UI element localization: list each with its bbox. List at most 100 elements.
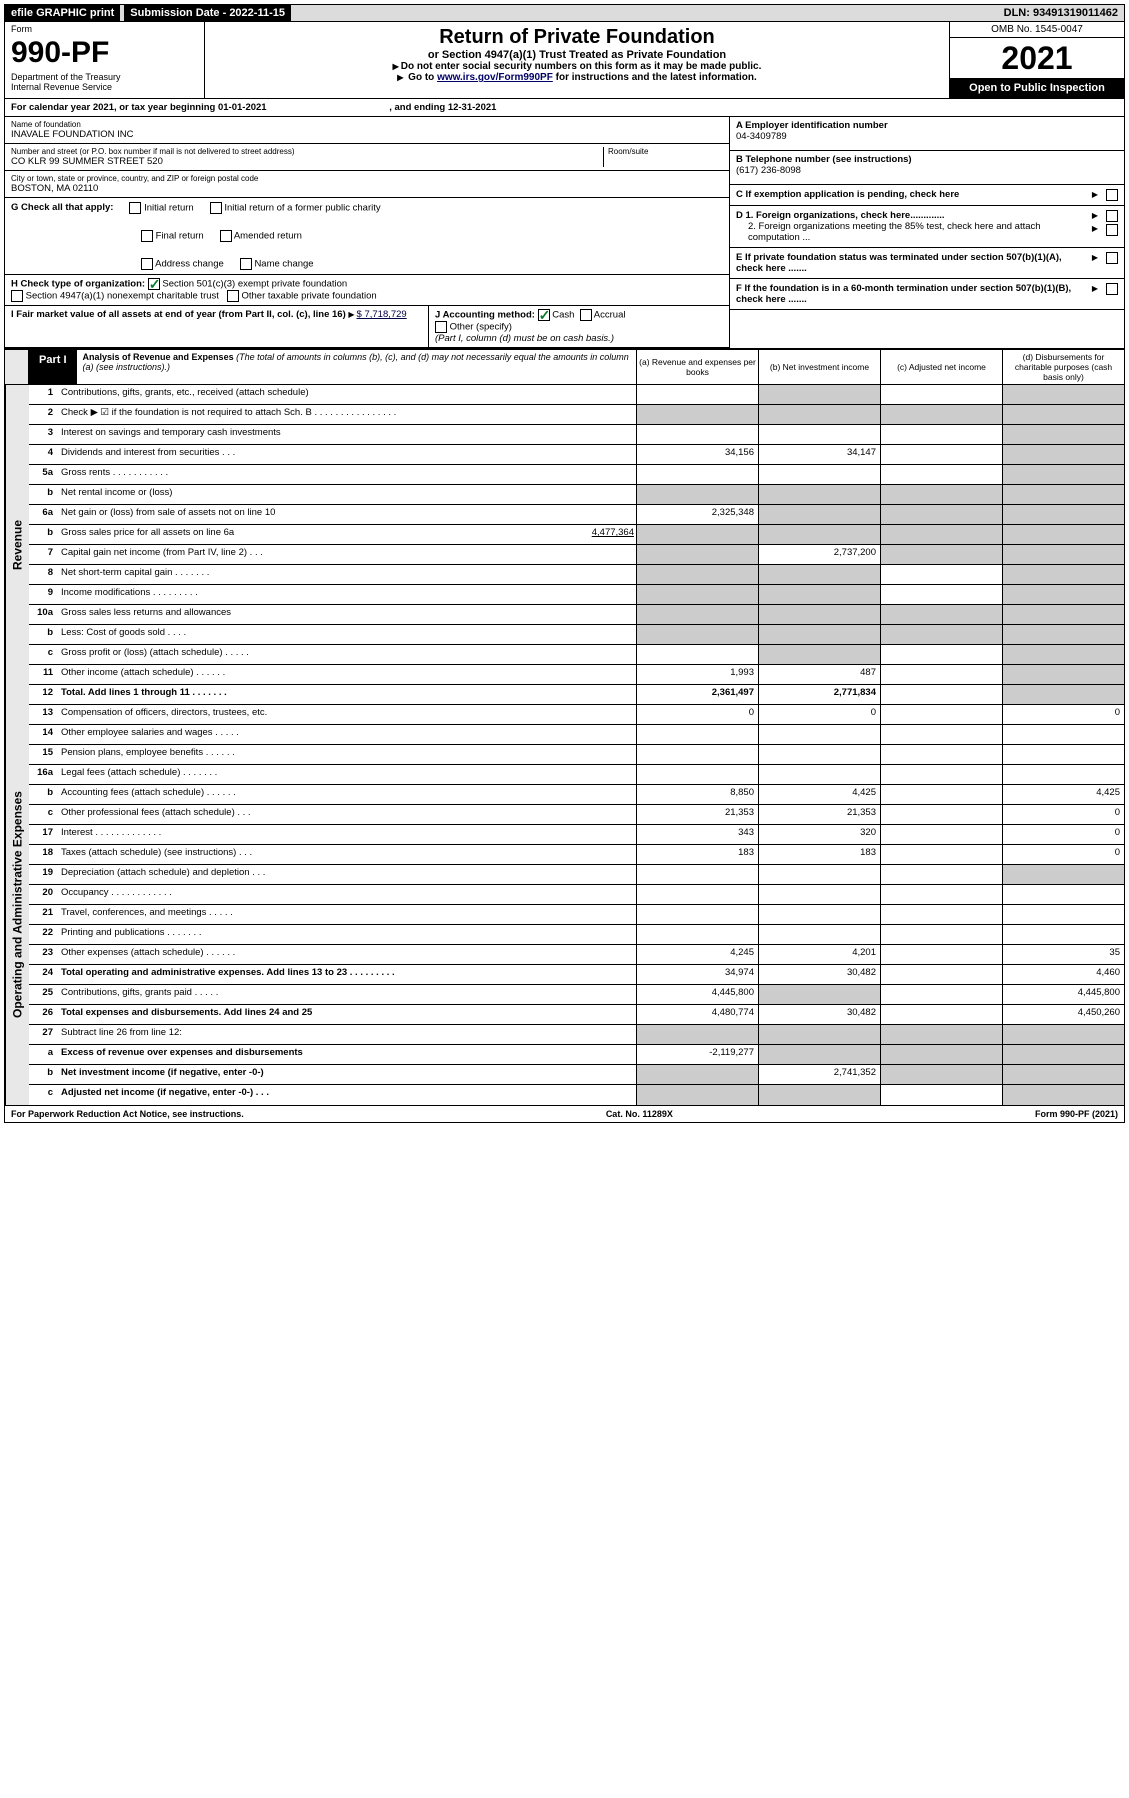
r24a: 34,974 [636,965,758,984]
chk-d2[interactable] [1106,224,1118,236]
chk-amended[interactable] [220,230,232,242]
r5b: Net rental income or (loss) [59,485,636,504]
g-opt2: Address change [155,259,224,270]
city-label: City or town, state or province, country… [11,174,723,183]
r12a: 2,361,497 [636,685,758,704]
r16cd: 0 [1002,805,1124,824]
r3: Interest on savings and temporary cash i… [59,425,636,444]
j-cash: Cash [552,310,574,321]
footer-left: For Paperwork Reduction Act Notice, see … [11,1109,244,1119]
chk-addr-change[interactable] [141,258,153,270]
header-mid: Return of Private Foundation or Section … [205,22,949,98]
r12: Total. Add lines 1 through 11 . . . . . … [59,685,636,704]
r25d: 4,445,800 [1002,985,1124,1004]
r12b: 2,771,834 [758,685,880,704]
footer: For Paperwork Reduction Act Notice, see … [4,1106,1125,1123]
ein-cell: A Employer identification number 04-3409… [730,117,1124,151]
chk-accrual[interactable] [580,309,592,321]
g-opt3: Initial return of a former public charit… [224,203,380,214]
c-label: C If exemption application is pending, c… [736,189,1086,201]
cal-end: 12-31-2021 [448,102,497,113]
fmv-link[interactable]: $ 7,718,729 [357,309,407,320]
j-accrual: Accrual [594,310,626,321]
revenue-section: Revenue 1Contributions, gifts, grants, e… [4,385,1125,705]
calendar-year: For calendar year 2021, or tax year begi… [4,99,1125,117]
r2: Check ▶ ☑ if the foundation is not requi… [59,405,636,424]
r27: Subtract line 26 from line 12: [59,1025,636,1044]
info-block: Name of foundation INAVALE FOUNDATION IN… [4,117,1125,348]
chk-final[interactable] [141,230,153,242]
section-ij: I Fair market value of all assets at end… [5,306,729,348]
r6b: Gross sales price for all assets on line… [59,525,636,544]
header-right: OMB No. 1545-0047 2021 Open to Public In… [949,22,1124,98]
chk-4947[interactable] [11,290,23,302]
section-g: G Check all that apply: Initial return I… [5,198,729,275]
e-label: E If private foundation status was termi… [736,252,1086,274]
col-d-hdr: (d) Disbursements for charitable purpose… [1002,350,1124,384]
e-item: E If private foundation status was termi… [730,248,1124,279]
r16ba: 8,850 [636,785,758,804]
expenses-label: Operating and Administrative Expenses [5,705,29,1105]
f-item: F If the foundation is in a 60-month ter… [730,279,1124,310]
h-o3: Other taxable private foundation [241,291,376,302]
r10a: Gross sales less returns and allowances [59,605,636,624]
r18d: 0 [1002,845,1124,864]
r23d: 35 [1002,945,1124,964]
chk-501c3[interactable] [148,278,160,290]
r24b: 30,482 [758,965,880,984]
r9: Income modifications . . . . . . . . . [59,585,636,604]
chk-cash[interactable] [538,309,550,321]
r17a: 343 [636,825,758,844]
chk-c[interactable] [1106,189,1118,201]
efile-button[interactable]: efile GRAPHIC print [5,5,120,21]
r17d: 0 [1002,825,1124,844]
form-title: Return of Private Foundation [209,26,945,49]
chk-other-taxable[interactable] [227,290,239,302]
r14: Other employee salaries and wages . . . … [59,725,636,744]
r23a: 4,245 [636,945,758,964]
r13: Compensation of officers, directors, tru… [59,705,636,724]
chk-name-change[interactable] [240,258,252,270]
side-spacer [5,350,29,384]
r19: Depreciation (attach schedule) and deple… [59,865,636,884]
r11: Other income (attach schedule) . . . . .… [59,665,636,684]
chk-initial-former[interactable] [210,202,222,214]
r13a: 0 [636,705,758,724]
a-label: A Employer identification number [736,120,1118,131]
r23: Other expenses (attach schedule) . . . .… [59,945,636,964]
cal-begin: 01-01-2021 [218,102,267,113]
ein: 04-3409789 [736,131,1118,142]
chk-initial[interactable] [129,202,141,214]
r18b: 183 [758,845,880,864]
chk-f[interactable] [1106,283,1118,295]
r23b: 4,201 [758,945,880,964]
d-item: D 1. Foreign organizations, check here..… [730,206,1124,248]
r16b: Accounting fees (attach schedule) . . . … [59,785,636,804]
city-value: BOSTON, MA 02110 [11,183,723,194]
d1-label: D 1. Foreign organizations, check here..… [736,210,1086,221]
foundation-name: INAVALE FOUNDATION INC [11,129,723,140]
r16c: Other professional fees (attach schedule… [59,805,636,824]
note2: Go to www.irs.gov/Form990PF for instruct… [209,72,945,83]
r16ca: 21,353 [636,805,758,824]
chk-other-method[interactable] [435,321,447,333]
r26: Total expenses and disbursements. Add li… [59,1005,636,1024]
r20: Occupancy . . . . . . . . . . . . [59,885,636,904]
j-note: (Part I, column (d) must be on cash basi… [435,333,614,344]
phone-cell: B Telephone number (see instructions) (6… [730,151,1124,185]
name-cell: Name of foundation INAVALE FOUNDATION IN… [5,117,729,144]
r16a: Legal fees (attach schedule) . . . . . .… [59,765,636,784]
col-a-hdr: (a) Revenue and expenses per books [636,350,758,384]
addr-value: CO KLR 99 SUMMER STREET 520 [11,156,603,167]
chk-e[interactable] [1106,252,1118,264]
chk-d1[interactable] [1106,210,1118,222]
r25a: 4,445,800 [636,985,758,1004]
section-i: I Fair market value of all assets at end… [5,306,429,347]
r26a: 4,480,774 [636,1005,758,1024]
r11b: 487 [758,665,880,684]
instructions-link[interactable]: www.irs.gov/Form990PF [437,72,553,83]
r16cb: 21,353 [758,805,880,824]
r7b: 2,737,200 [758,545,880,564]
col-b-hdr: (b) Net investment income [758,350,880,384]
note2-pre: Go to [408,72,437,83]
